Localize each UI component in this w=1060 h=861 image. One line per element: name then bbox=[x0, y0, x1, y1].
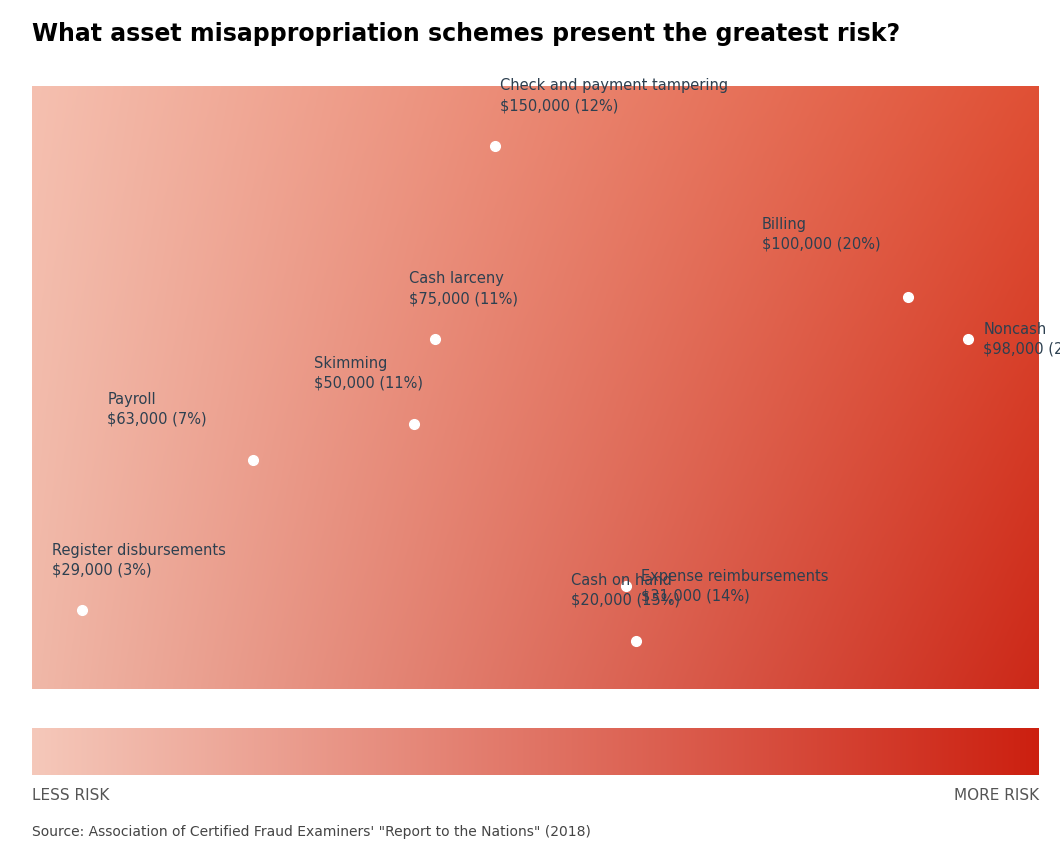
Text: Billing
$100,000 (20%): Billing $100,000 (20%) bbox=[762, 217, 881, 252]
Text: Expense reimbursements
$31,000 (14%): Expense reimbursements $31,000 (14%) bbox=[641, 569, 829, 604]
Text: What asset misappropriation schemes present the greatest risk?: What asset misappropriation schemes pres… bbox=[32, 22, 900, 46]
Text: Skimming
$50,000 (11%): Skimming $50,000 (11%) bbox=[314, 356, 423, 391]
Text: Payroll
$63,000 (7%): Payroll $63,000 (7%) bbox=[107, 392, 207, 426]
Text: MORE RISK: MORE RISK bbox=[954, 788, 1039, 802]
Text: Cash on hand
$20,000 (15%): Cash on hand $20,000 (15%) bbox=[570, 573, 679, 608]
Text: Noncash
$98,000 (21%): Noncash $98,000 (21%) bbox=[984, 322, 1060, 356]
Text: Cash larceny
$75,000 (11%): Cash larceny $75,000 (11%) bbox=[409, 271, 518, 307]
Text: Register disbursements
$29,000 (3%): Register disbursements $29,000 (3%) bbox=[52, 542, 226, 577]
Text: LESS RISK: LESS RISK bbox=[32, 788, 109, 802]
Text: Source: Association of Certified Fraud Examiners' "Report to the Nations" (2018): Source: Association of Certified Fraud E… bbox=[32, 826, 590, 839]
Text: Check and payment tampering
$150,000 (12%): Check and payment tampering $150,000 (12… bbox=[500, 78, 728, 113]
